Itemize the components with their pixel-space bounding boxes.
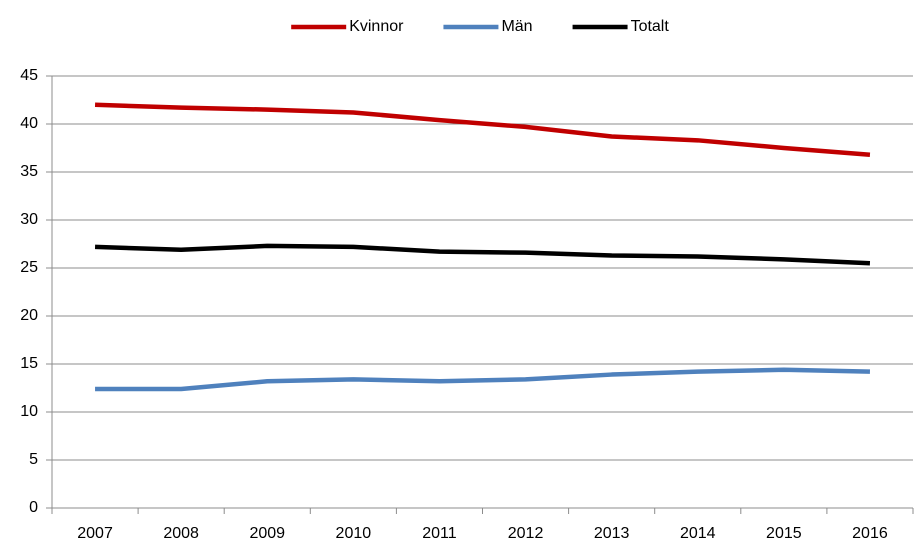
y-tick-label: 10 (20, 403, 38, 420)
y-tick-label: 45 (20, 67, 38, 84)
legend-label: Män (501, 18, 532, 35)
x-tick-label: 2007 (77, 525, 113, 542)
legend-label: Totalt (631, 18, 670, 35)
y-tick-label: 25 (20, 259, 38, 276)
y-tick-label: 35 (20, 163, 38, 180)
x-tick-label: 2011 (422, 525, 457, 542)
x-tick-label: 2009 (249, 525, 285, 542)
y-tick-label: 15 (20, 355, 38, 372)
y-tick-label: 5 (29, 451, 38, 468)
x-tick-label: 2010 (336, 525, 372, 542)
x-tick-label: 2013 (594, 525, 630, 542)
x-tick-label: 2012 (508, 525, 544, 542)
y-tick-label: 20 (20, 307, 38, 324)
x-tick-label: 2014 (680, 525, 716, 542)
x-tick-label: 2016 (852, 525, 888, 542)
series-line (94, 102, 871, 157)
series-line (95, 367, 871, 392)
y-tick-label: 30 (20, 211, 38, 228)
x-tick-label: 2008 (163, 525, 199, 542)
series-line (94, 243, 871, 266)
y-tick-label: 0 (29, 499, 38, 516)
y-tick-label: 40 (20, 115, 38, 132)
legend-label: Kvinnor (349, 18, 404, 35)
x-tick-label: 2015 (766, 525, 802, 542)
